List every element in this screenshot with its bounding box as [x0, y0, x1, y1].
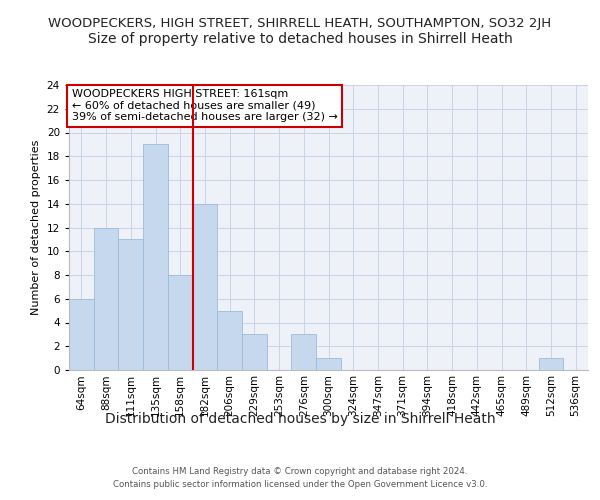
Text: WOODPECKERS, HIGH STREET, SHIRRELL HEATH, SOUTHAMPTON, SO32 2JH: WOODPECKERS, HIGH STREET, SHIRRELL HEATH… [49, 18, 551, 30]
Text: Size of property relative to detached houses in Shirrell Heath: Size of property relative to detached ho… [88, 32, 512, 46]
Bar [94, 228, 118, 370]
Bar [292, 334, 316, 370]
Bar [217, 310, 242, 370]
Text: Distribution of detached houses by size in Shirrell Heath: Distribution of detached houses by size … [104, 412, 496, 426]
Bar [193, 204, 217, 370]
Bar [316, 358, 341, 370]
Bar [242, 334, 267, 370]
Bar [539, 358, 563, 370]
Text: Contains HM Land Registry data © Crown copyright and database right 2024.: Contains HM Land Registry data © Crown c… [132, 468, 468, 476]
Bar [143, 144, 168, 370]
Y-axis label: Number of detached properties: Number of detached properties [31, 140, 41, 315]
Bar [69, 298, 94, 370]
Bar [118, 240, 143, 370]
Text: WOODPECKERS HIGH STREET: 161sqm
← 60% of detached houses are smaller (49)
39% of: WOODPECKERS HIGH STREET: 161sqm ← 60% of… [71, 90, 337, 122]
Text: Contains public sector information licensed under the Open Government Licence v3: Contains public sector information licen… [113, 480, 487, 489]
Bar [168, 275, 193, 370]
